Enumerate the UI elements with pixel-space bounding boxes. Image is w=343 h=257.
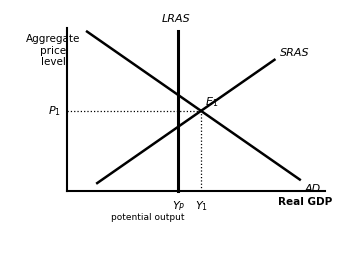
Text: $Y_P$: $Y_P$	[172, 199, 185, 213]
Text: potential output: potential output	[111, 213, 185, 222]
Text: $Y_1$: $Y_1$	[194, 199, 208, 213]
Text: AD: AD	[305, 184, 321, 194]
Text: $E_1$: $E_1$	[205, 95, 218, 109]
Text: $P_1$: $P_1$	[48, 104, 60, 118]
Text: LRAS: LRAS	[161, 14, 190, 24]
Text: SRAS: SRAS	[280, 48, 309, 58]
Text: Real GDP: Real GDP	[279, 197, 333, 207]
Text: Aggregate
price
level: Aggregate price level	[26, 34, 81, 67]
